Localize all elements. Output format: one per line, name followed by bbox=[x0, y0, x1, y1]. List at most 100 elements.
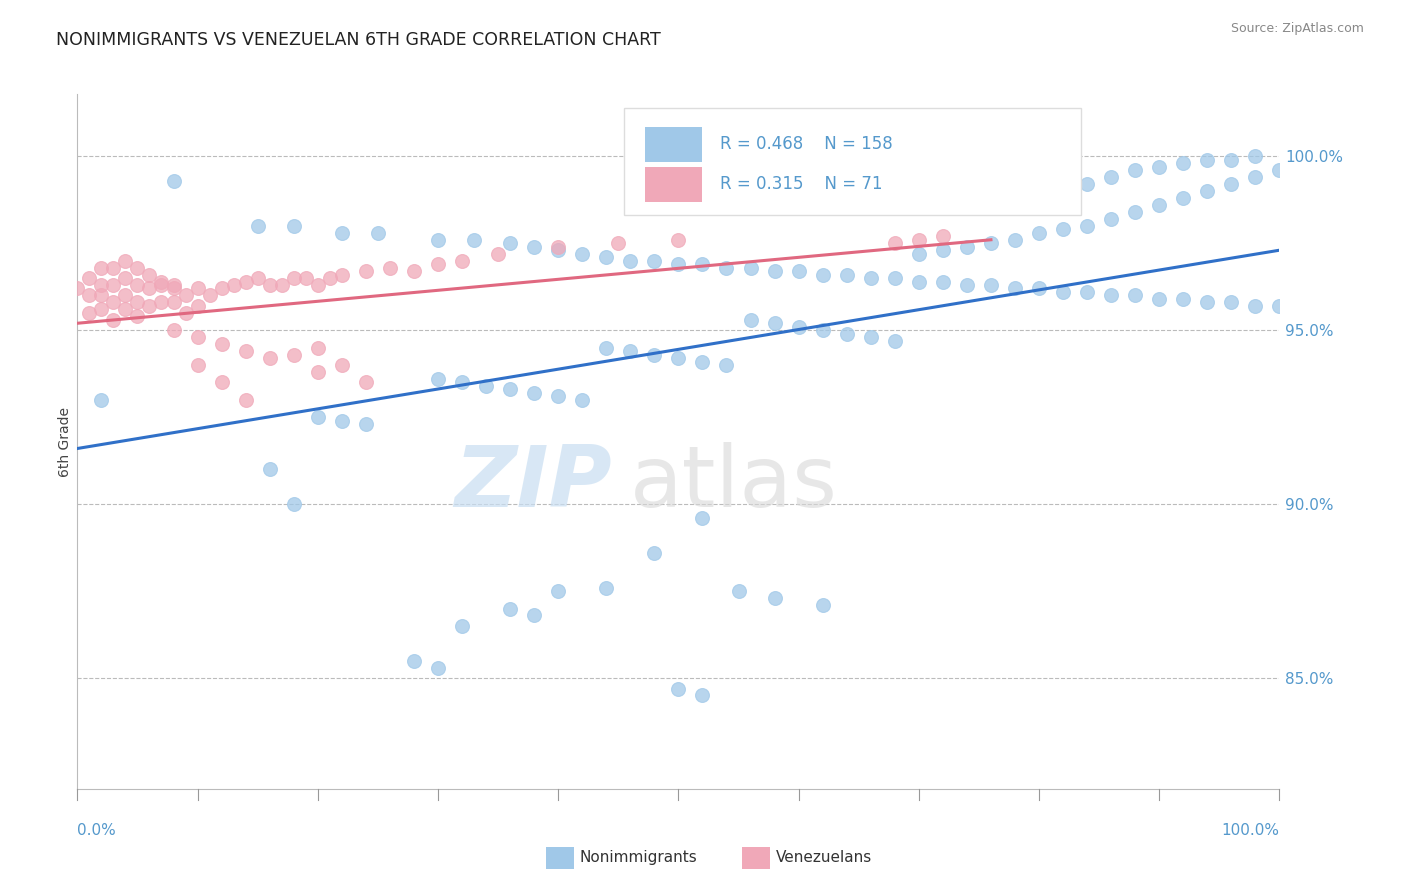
Point bbox=[1052, 184, 1074, 198]
Point bbox=[187, 358, 209, 372]
Point bbox=[90, 288, 112, 302]
Point bbox=[692, 354, 714, 368]
Point bbox=[127, 310, 149, 324]
Point bbox=[499, 236, 522, 251]
Point bbox=[1099, 288, 1122, 302]
Point bbox=[294, 271, 316, 285]
Point bbox=[1149, 160, 1171, 174]
Point bbox=[114, 253, 136, 268]
Point bbox=[283, 497, 305, 511]
Point bbox=[402, 264, 425, 278]
Y-axis label: 6th Grade: 6th Grade bbox=[58, 407, 72, 476]
Point bbox=[427, 660, 450, 674]
Point bbox=[811, 323, 834, 337]
Point bbox=[499, 382, 522, 396]
Point bbox=[811, 598, 834, 612]
Point bbox=[187, 299, 209, 313]
Point bbox=[595, 341, 617, 355]
Point bbox=[668, 681, 690, 696]
Point bbox=[427, 233, 450, 247]
Point bbox=[138, 268, 160, 282]
Point bbox=[643, 347, 665, 361]
Point bbox=[908, 246, 931, 260]
Point bbox=[1028, 226, 1050, 240]
Point bbox=[187, 330, 209, 344]
Point bbox=[402, 654, 425, 668]
Point bbox=[607, 236, 630, 251]
Point bbox=[1220, 295, 1243, 310]
Point bbox=[1197, 184, 1219, 198]
Point bbox=[1149, 198, 1171, 212]
Text: Venezuelans: Venezuelans bbox=[776, 850, 872, 864]
Point bbox=[956, 277, 979, 292]
Point bbox=[211, 337, 233, 351]
Point bbox=[319, 271, 342, 285]
Point bbox=[127, 260, 149, 275]
Point bbox=[1173, 191, 1195, 205]
Point bbox=[222, 277, 245, 292]
Point bbox=[103, 277, 125, 292]
Point bbox=[1197, 153, 1219, 167]
Point bbox=[283, 271, 305, 285]
Text: Source: ZipAtlas.com: Source: ZipAtlas.com bbox=[1230, 22, 1364, 36]
Point bbox=[883, 334, 905, 348]
Point bbox=[571, 392, 593, 407]
Point bbox=[1268, 299, 1291, 313]
Point bbox=[859, 330, 882, 344]
Text: 0.0%: 0.0% bbox=[77, 823, 117, 838]
Point bbox=[211, 281, 233, 295]
Point bbox=[643, 546, 665, 560]
Point bbox=[1028, 281, 1050, 295]
Point bbox=[787, 264, 810, 278]
Point bbox=[330, 226, 353, 240]
Point bbox=[259, 277, 281, 292]
Point bbox=[1123, 163, 1146, 178]
Point bbox=[138, 281, 160, 295]
Point bbox=[547, 240, 569, 254]
Point bbox=[427, 257, 450, 271]
Point bbox=[668, 257, 690, 271]
Point bbox=[1028, 191, 1050, 205]
Point bbox=[668, 351, 690, 365]
Text: Nonimmigrants: Nonimmigrants bbox=[579, 850, 697, 864]
Point bbox=[1076, 219, 1098, 233]
Point bbox=[1244, 149, 1267, 163]
Point bbox=[859, 271, 882, 285]
Point bbox=[90, 260, 112, 275]
Point bbox=[187, 281, 209, 295]
Point bbox=[1076, 285, 1098, 299]
Point bbox=[354, 264, 377, 278]
Point bbox=[354, 417, 377, 431]
Point bbox=[103, 260, 125, 275]
Point bbox=[90, 392, 112, 407]
Point bbox=[932, 275, 955, 289]
Point bbox=[547, 389, 569, 403]
Text: R = 0.468    N = 158: R = 0.468 N = 158 bbox=[720, 136, 893, 153]
Point bbox=[138, 299, 160, 313]
Point bbox=[127, 277, 149, 292]
Text: ZIP: ZIP bbox=[454, 442, 612, 524]
Point bbox=[763, 316, 786, 330]
Point bbox=[283, 347, 305, 361]
Point bbox=[547, 584, 569, 599]
Point bbox=[114, 302, 136, 317]
Point bbox=[79, 271, 101, 285]
Point bbox=[270, 277, 292, 292]
Point bbox=[835, 326, 858, 341]
Point bbox=[1052, 285, 1074, 299]
Point bbox=[692, 257, 714, 271]
Point bbox=[259, 462, 281, 476]
Point bbox=[162, 277, 184, 292]
Point bbox=[162, 323, 184, 337]
Point bbox=[463, 233, 485, 247]
Point bbox=[330, 414, 353, 428]
Point bbox=[150, 295, 173, 310]
Point bbox=[246, 219, 269, 233]
Point bbox=[787, 319, 810, 334]
Point bbox=[307, 365, 329, 379]
Point bbox=[763, 264, 786, 278]
Point bbox=[451, 253, 474, 268]
Point bbox=[980, 277, 1002, 292]
Point bbox=[90, 302, 112, 317]
Point bbox=[378, 260, 401, 275]
